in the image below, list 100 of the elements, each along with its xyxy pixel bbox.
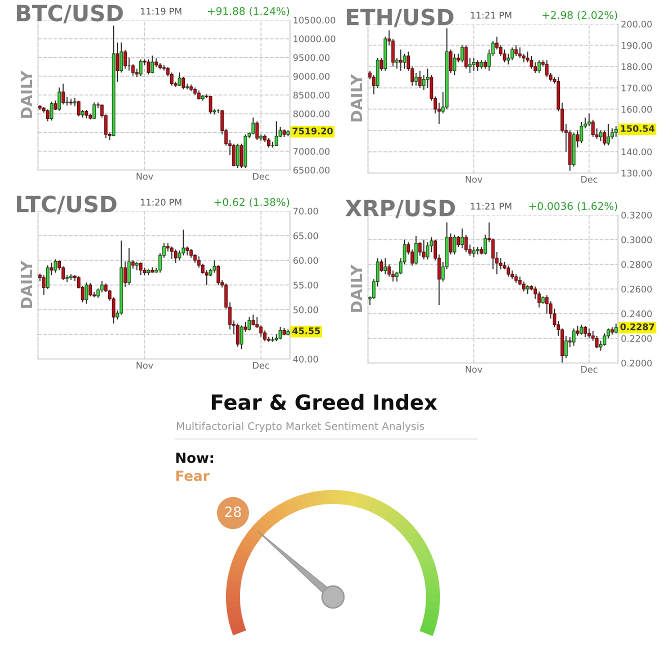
- candlestick: [46, 108, 50, 122]
- x-tick-label: Nov: [466, 366, 482, 373]
- chart-title: XRP/USD: [345, 200, 455, 218]
- y-tick-label: 180.00: [622, 63, 652, 70]
- candlestick: [92, 102, 96, 120]
- y-tick-label: 9000.00: [293, 72, 330, 80]
- candlestick: [182, 76, 186, 90]
- candlestick: [595, 335, 599, 349]
- candlestick: [448, 232, 452, 256]
- candlestick: [139, 262, 142, 276]
- text: +0.0036 (1.62%): [529, 202, 618, 212]
- y-tick-label: 65.00: [293, 232, 318, 240]
- chart-subtitle: 11:20 PM: [140, 198, 182, 206]
- y-tick-label: 160.00: [622, 106, 652, 113]
- candlestick: [274, 120, 278, 147]
- candlestick: [124, 260, 127, 288]
- candlestick: [251, 314, 255, 326]
- chart-title: ETH/USD: [347, 8, 454, 28]
- chart-subtitle: 11:21 PM: [470, 12, 512, 18]
- chart-title: BTC/USD: [17, 4, 123, 24]
- candlestick: [124, 49, 127, 70]
- y-tick-label: 10500.00: [294, 16, 336, 24]
- candlestick: [127, 247, 131, 286]
- candlestick: [472, 246, 476, 258]
- candlestick: [587, 328, 591, 339]
- candlestick: [452, 53, 456, 76]
- y-tick-label: 0.3200: [621, 212, 652, 219]
- candlestick: [587, 112, 591, 127]
- candlestick: [216, 264, 220, 286]
- y-tick-label: 0.2400: [621, 310, 652, 318]
- y-tick-label: 0.2000: [621, 360, 652, 367]
- candlestick: [564, 335, 568, 359]
- candlestick: [545, 294, 549, 314]
- candlestick: [614, 322, 618, 334]
- x-tick-label: Nov: [466, 176, 482, 183]
- candlestick: [514, 44, 518, 56]
- y-axis-title: DAILY: [350, 264, 362, 312]
- candlestick: [598, 130, 602, 142]
- x-tick-label: Nov: [136, 173, 154, 180]
- candlestick: [418, 70, 422, 88]
- annotation: 150.54: [621, 125, 654, 132]
- candlestick: [100, 280, 104, 293]
- x-tick-label: Dec: [253, 362, 270, 369]
- annotation: 7519.20: [292, 128, 333, 134]
- candlestick: [545, 60, 549, 78]
- candlestick: [54, 100, 58, 111]
- candlestick: [131, 64, 135, 76]
- candlestick: [266, 138, 270, 148]
- y-tick-label: 10000.00: [294, 35, 336, 42]
- candlestick: [456, 235, 460, 248]
- y-tick-label: 130.00: [622, 170, 652, 177]
- candlestick: [510, 46, 514, 61]
- candlestick: [236, 143, 240, 169]
- candlestick: [572, 328, 576, 346]
- candlestick: [236, 322, 240, 348]
- candlestick: [395, 58, 399, 70]
- candlestick: [460, 228, 464, 249]
- y-tick-label: 8500.00: [293, 92, 330, 99]
- y-tick-label: 190.00: [622, 42, 652, 49]
- candlestick: [50, 262, 54, 276]
- y-tick-label: 0.2800: [621, 261, 652, 268]
- y-tick-label: 140.00: [622, 148, 652, 156]
- chart-title: LTC/USD: [17, 196, 116, 214]
- candlestick: [232, 143, 236, 167]
- candlestick: [614, 126, 618, 138]
- candlestick: [61, 83, 65, 105]
- candlestick: [418, 242, 422, 256]
- y-tick-label: 55.00: [293, 282, 318, 289]
- candlestick: [54, 258, 58, 274]
- candlestick: [263, 330, 267, 342]
- candlestick: [506, 265, 510, 278]
- candlestick: [186, 83, 189, 90]
- candlestick: [255, 120, 259, 141]
- candlestick: [414, 72, 418, 86]
- chart-subtitle: 11:19 PM: [140, 8, 182, 15]
- candlestick: [77, 100, 80, 117]
- y-tick-label: 200.00: [621, 20, 652, 28]
- text: +2.98 (2.02%): [542, 10, 618, 20]
- candlestick: [170, 246, 174, 260]
- candlestick: [537, 290, 541, 308]
- candlestick: [248, 316, 251, 331]
- candlestick: [422, 239, 426, 260]
- candlestick: [88, 282, 92, 297]
- candlestick: [476, 60, 480, 72]
- candlestick: [384, 258, 388, 275]
- candlestick: [537, 60, 541, 74]
- y-tick-label: 40.00: [293, 356, 318, 363]
- y-tick-label: 0.3000: [621, 236, 652, 244]
- candlestick: [150, 55, 154, 74]
- candlestick: [212, 260, 216, 274]
- candlestick: [464, 44, 468, 70]
- y-tick-label: 7000.00: [294, 148, 330, 155]
- candlestick: [414, 235, 418, 265]
- y-tick-label: 70.00: [294, 208, 318, 215]
- text: Multifactorial Crypto Market Sentiment Analysis: [177, 422, 424, 432]
- candlestick: [448, 48, 452, 74]
- candlestick: [602, 130, 606, 146]
- candlestick: [58, 86, 62, 112]
- text: 28: [225, 506, 241, 518]
- candlestick: [398, 48, 402, 72]
